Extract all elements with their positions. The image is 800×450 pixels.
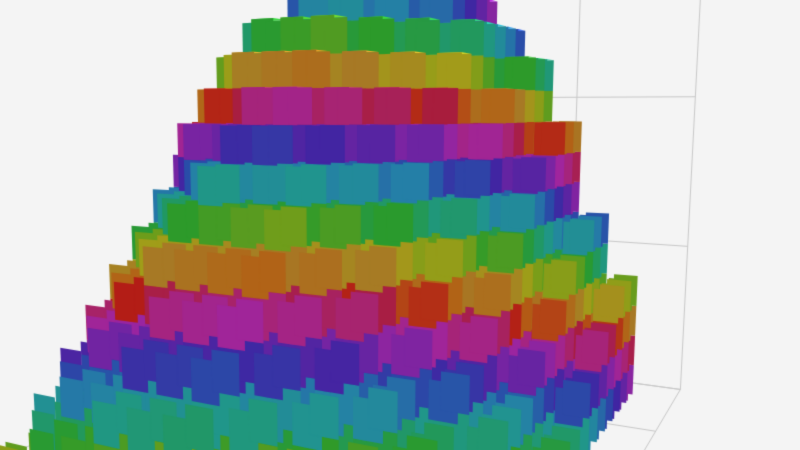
figure-canvas[interactable]	[0, 0, 800, 450]
bar3d-plot-canvas[interactable]	[0, 0, 800, 450]
